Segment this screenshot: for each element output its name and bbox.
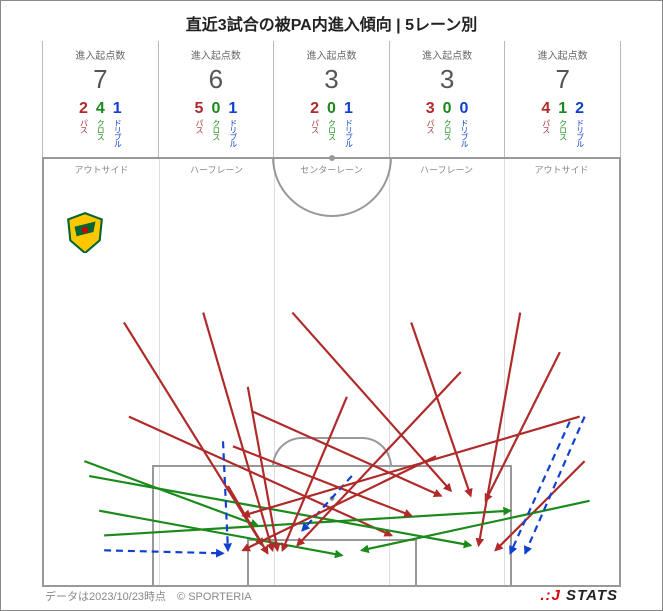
lane-name: アウトサイド bbox=[504, 163, 619, 176]
pitch: アウトサイドハーフレーンセンターレーンハーフレーンアウトサイド bbox=[42, 157, 621, 587]
lane-stat: 進入起点数74パス1クロス2ドリブル bbox=[505, 41, 621, 157]
penalty-spot bbox=[329, 496, 334, 501]
lane-stat: 進入起点数33パス0クロス0ドリブル bbox=[390, 41, 506, 157]
lane-name: センターレーン bbox=[274, 163, 389, 176]
stats-logo: .:J STATS bbox=[540, 587, 618, 604]
goal-box bbox=[247, 539, 417, 585]
lane-stat: 進入起点数72パス4クロス1ドリブル bbox=[42, 41, 159, 157]
center-dot bbox=[329, 155, 335, 161]
arrow-dribble bbox=[525, 417, 584, 554]
lane-stat: 進入起点数32パス0クロス1ドリブル bbox=[274, 41, 390, 157]
team-logo bbox=[64, 211, 106, 253]
lane-name: アウトサイド bbox=[44, 163, 159, 176]
lane-name: ハーフレーン bbox=[159, 163, 274, 176]
lane-name: ハーフレーン bbox=[389, 163, 504, 176]
penalty-arc bbox=[272, 437, 392, 467]
lane-stats-row: 進入起点数72パス4クロス1ドリブル進入起点数65パス0クロス1ドリブル進入起点… bbox=[42, 41, 621, 157]
lane-stat: 進入起点数65パス0クロス1ドリブル bbox=[159, 41, 275, 157]
arrow-dribble bbox=[510, 422, 569, 554]
chart-title: 直近3試合の被PA内進入傾向 | 5レーン別 bbox=[1, 1, 662, 41]
pitch-wrap: アウトサイドハーフレーンセンターレーンハーフレーンアウトサイド bbox=[42, 157, 621, 587]
data-note: データは2023/10/23時点 © SPORTERIA bbox=[45, 588, 252, 604]
footer: データは2023/10/23時点 © SPORTERIA .:J STATS bbox=[1, 587, 662, 604]
stats-graphic: 直近3試合の被PA内進入傾向 | 5レーン別 進入起点数72パス4クロス1ドリブ… bbox=[0, 0, 663, 611]
